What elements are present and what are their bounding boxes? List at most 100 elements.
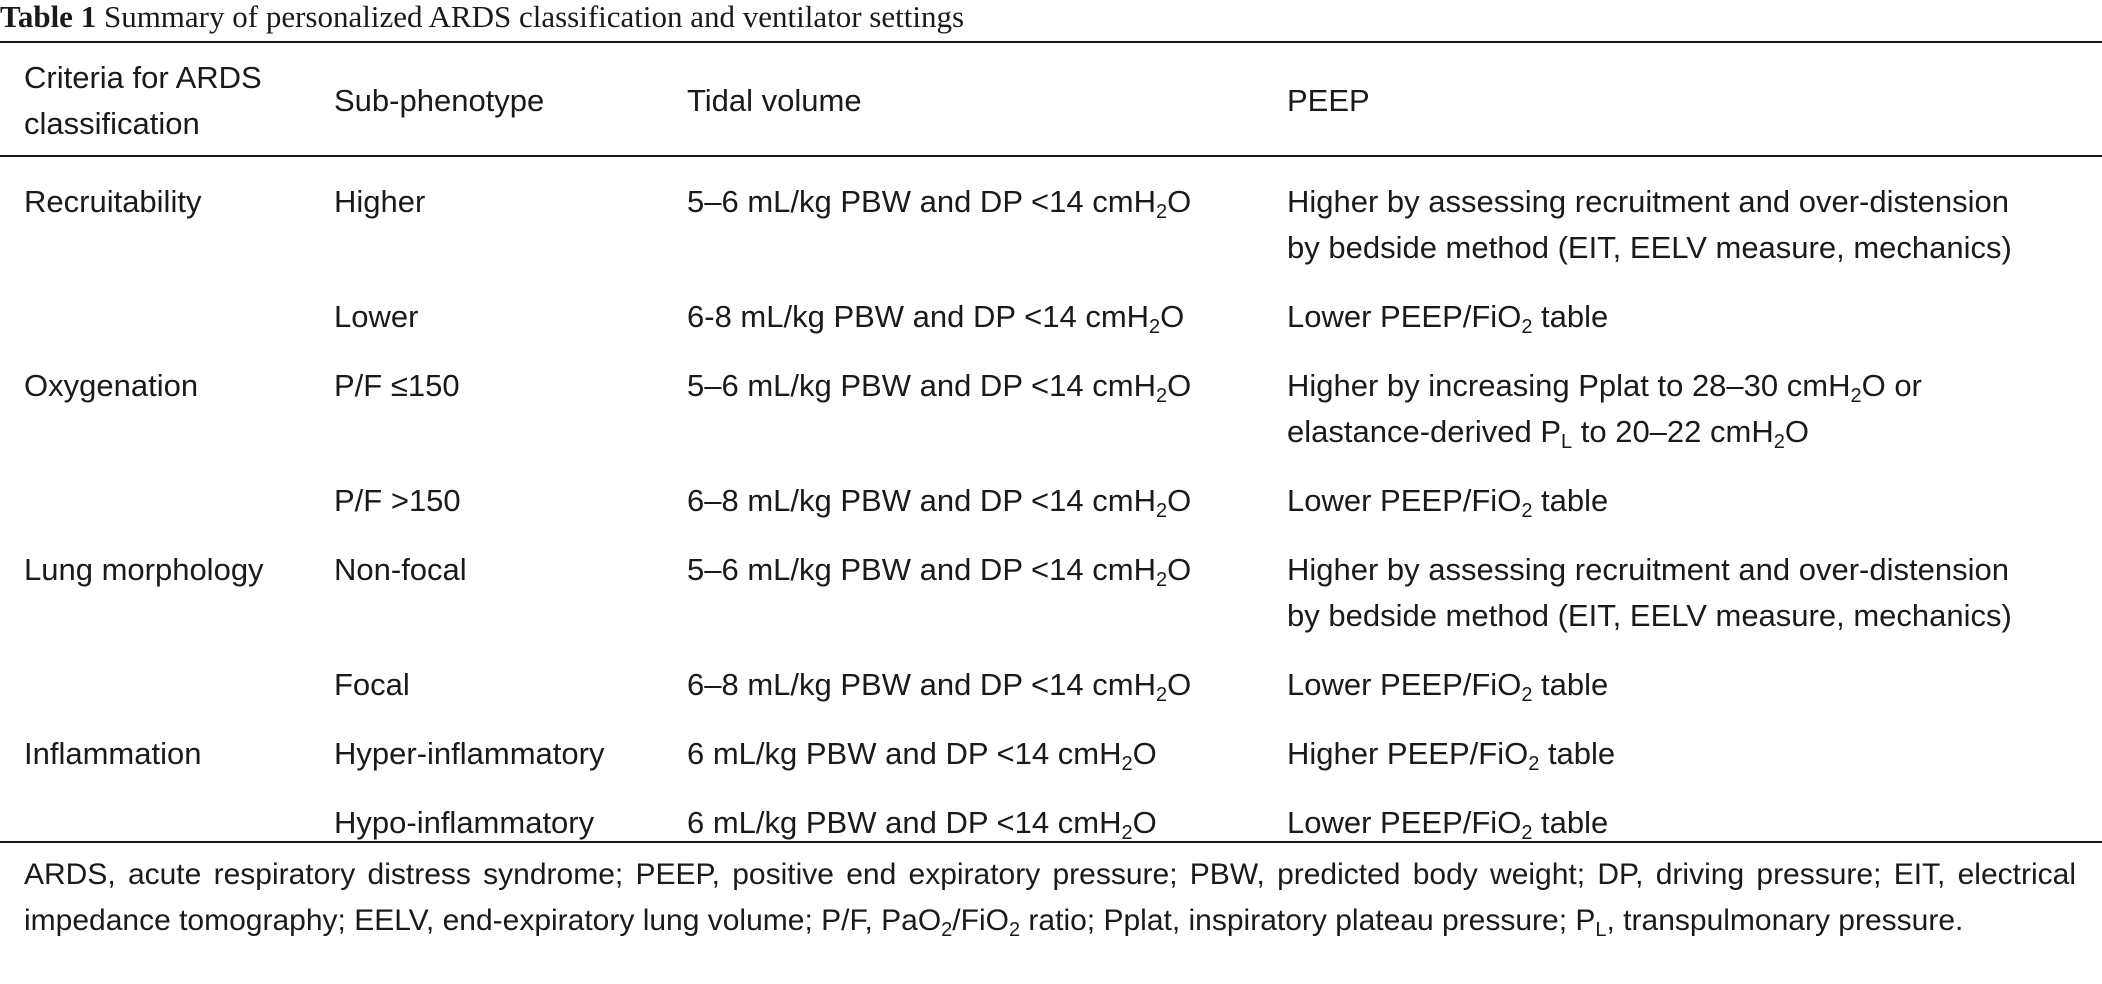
tv-text: 6–8 mL/kg PBW and DP <14 cmH (687, 667, 1156, 702)
header-tidal-volume: Tidal volume (687, 83, 862, 118)
top-rule (0, 41, 2102, 43)
peep-line2: by bedside method (EIT, EELV measure, me… (1287, 230, 2012, 265)
cell-peep: Higher by increasing Pplat to 28–30 cmH2… (1287, 363, 2102, 478)
cell-criteria: Recruitability (24, 184, 202, 219)
table-row: Inflammation Hyper-inflammatory 6 mL/kg … (0, 731, 2102, 800)
peep-line2-subscript: L (1561, 431, 1573, 453)
table-caption-text: Summary of personalized ARDS classificat… (103, 0, 965, 34)
peep-line1: Higher by assessing recruitment and over… (1287, 552, 2009, 587)
tv-suffix: O (1167, 184, 1192, 219)
cell-criteria: Inflammation (24, 736, 202, 771)
peep-subscript: 2 (1528, 753, 1540, 775)
cell-peep: Higher by assessing recruitment and over… (1287, 157, 2102, 294)
tv-suffix: O (1132, 805, 1157, 840)
cell-tidal-volume: 6–8 mL/kg PBW and DP <14 cmH2O (687, 662, 1287, 731)
peep-line1: Higher by assessing recruitment and over… (1287, 184, 2009, 219)
tv-text: 6–8 mL/kg PBW and DP <14 cmH (687, 483, 1156, 518)
tv-text: 5–6 mL/kg PBW and DP <14 cmH (687, 552, 1156, 587)
tv-text: 6 mL/kg PBW and DP <14 cmH (687, 805, 1122, 840)
cell-criteria (0, 478, 334, 547)
cell-subphenotype: Focal (334, 667, 410, 702)
peep-line1-subscript: 2 (1850, 385, 1862, 407)
cell-tidal-volume: 6 mL/kg PBW and DP <14 cmH2O (687, 800, 1287, 869)
tv-text: 5–6 mL/kg PBW and DP <14 cmH (687, 368, 1156, 403)
cell-peep: Lower PEEP/FiO2 table (1287, 800, 2102, 869)
table-row: Lung morphology Non-focal 5–6 mL/kg PBW … (0, 547, 2102, 662)
tv-suffix: O (1167, 552, 1192, 587)
tv-text: 5–6 mL/kg PBW and DP <14 cmH (687, 184, 1156, 219)
cell-peep: Lower PEEP/FiO2 table (1287, 294, 2102, 363)
header-rule (0, 155, 2102, 157)
bottom-rule (0, 841, 2102, 843)
footnote-text-3: ratio; Pplat, inspiratory plateau pressu… (1020, 904, 1596, 937)
peep-line1-suffix: O or (1861, 368, 1922, 403)
tv-subscript: 2 (1155, 569, 1168, 591)
table-caption-label: Table 1 (0, 0, 97, 34)
table-footnote: ARDS, acute respiratory distress syndrom… (24, 852, 2076, 944)
cell-peep: Higher PEEP/FiO2 table (1287, 731, 2102, 800)
peep-line2: by bedside method (EIT, EELV measure, me… (1287, 598, 2012, 633)
peep-suffix: table (1539, 736, 1616, 771)
peep-text: Lower PEEP/FiO (1287, 667, 1522, 702)
table-row: Recruitability Higher 5–6 mL/kg PBW and … (0, 157, 2102, 294)
header-peep: PEEP (1287, 83, 1370, 118)
peep-line2-suffix: O (1784, 414, 1809, 449)
tv-subscript: 2 (1149, 316, 1161, 338)
tv-subscript: 2 (1155, 684, 1168, 706)
cell-subphenotype: P/F >150 (334, 483, 461, 518)
footnote-subscript-3: L (1595, 919, 1607, 941)
header-subphenotype: Sub-phenotype (334, 83, 545, 118)
cell-tidal-volume: 5–6 mL/kg PBW and DP <14 cmH2O (687, 157, 1287, 294)
cell-tidal-volume: 5–6 mL/kg PBW and DP <14 cmH2O (687, 547, 1287, 662)
table-caption: Table 1 Summary of personalized ARDS cla… (0, 0, 964, 41)
peep-text: Lower PEEP/FiO (1287, 299, 1522, 334)
peep-text: Higher PEEP/FiO (1287, 736, 1529, 771)
cell-tidal-volume: 6-8 mL/kg PBW and DP <14 cmH2O (687, 294, 1287, 363)
peep-subscript: 2 (1521, 316, 1533, 338)
table-row: Lower 6-8 mL/kg PBW and DP <14 cmH2O Low… (0, 294, 2102, 363)
header-criteria-line1: Criteria for ARDS (24, 60, 262, 95)
tv-suffix: O (1167, 667, 1192, 702)
peep-subscript: 2 (1521, 684, 1533, 706)
cell-tidal-volume: 6–8 mL/kg PBW and DP <14 cmH2O (687, 478, 1287, 547)
cell-subphenotype: Hyper-inflammatory (334, 736, 605, 771)
cell-subphenotype: Lower (334, 299, 419, 334)
cell-subphenotype: Hypo-inflammatory (334, 805, 595, 840)
cell-peep: Lower PEEP/FiO2 table (1287, 662, 2102, 731)
cell-criteria (0, 294, 334, 363)
table-row: Hypo-inflammatory 6 mL/kg PBW and DP <14… (0, 800, 2102, 869)
ards-table: Criteria for ARDS classification Sub-phe… (0, 43, 2102, 869)
peep-line2-text: elastance-derived P (1287, 414, 1561, 449)
cell-criteria (0, 662, 334, 731)
tv-subscript: 2 (1155, 500, 1168, 522)
tv-text: 6-8 mL/kg PBW and DP <14 cmH (687, 299, 1150, 334)
cell-subphenotype: P/F ≤150 (334, 368, 460, 403)
header-criteria-line2: classification (24, 106, 200, 141)
data-table-container: Criteria for ARDS classification Sub-phe… (0, 43, 2102, 869)
cell-subphenotype: Non-focal (334, 552, 467, 587)
tv-suffix: O (1160, 299, 1185, 334)
peep-line1-text: Higher by increasing Pplat to 28–30 cmH (1287, 368, 1851, 403)
cell-criteria: Oxygenation (24, 368, 199, 403)
peep-suffix: table (1532, 805, 1609, 840)
footnote-text-1: ARDS, acute respiratory distress syndrom… (24, 858, 2076, 937)
tv-suffix: O (1167, 483, 1192, 518)
tv-text: 6 mL/kg PBW and DP <14 cmH (687, 736, 1122, 771)
cell-tidal-volume: 6 mL/kg PBW and DP <14 cmH2O (687, 731, 1287, 800)
cell-criteria: Lung morphology (24, 552, 264, 587)
footnote-text-2: /FiO (952, 904, 1009, 937)
peep-suffix: table (1532, 483, 1609, 518)
tv-subscript: 2 (1155, 385, 1168, 407)
footnote-subscript-2: 2 (1008, 919, 1021, 941)
tv-subscript: 2 (1121, 753, 1133, 775)
peep-line2-subscript2: 2 (1773, 431, 1785, 453)
table-header-row: Criteria for ARDS classification Sub-phe… (0, 43, 2102, 157)
footnote-subscript-1: 2 (941, 919, 953, 941)
table-row: P/F >150 6–8 mL/kg PBW and DP <14 cmH2O … (0, 478, 2102, 547)
tv-suffix: O (1132, 736, 1157, 771)
peep-subscript: 2 (1521, 500, 1533, 522)
table-row: Oxygenation P/F ≤150 5–6 mL/kg PBW and D… (0, 363, 2102, 478)
cell-peep: Lower PEEP/FiO2 table (1287, 478, 2102, 547)
peep-suffix: table (1532, 299, 1609, 334)
cell-subphenotype: Higher (334, 184, 426, 219)
